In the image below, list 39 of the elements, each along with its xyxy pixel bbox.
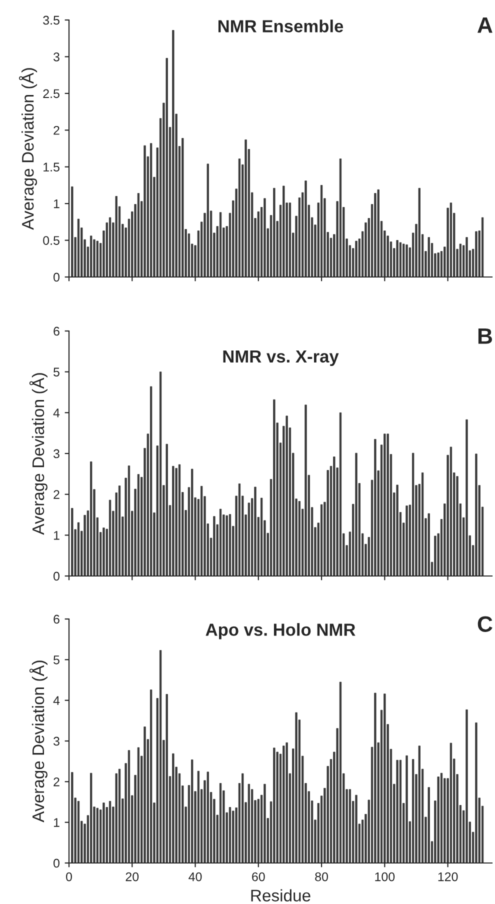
y-tick-label: 4 — [53, 696, 60, 705]
x-tick-label: 0 — [66, 872, 72, 882]
y-tick-label: 6 — [54, 614, 60, 624]
y-axis-title: Average Deviation (Å) — [29, 373, 48, 535]
x-tick-label: 60 — [252, 872, 265, 882]
x-tick-label: 20 — [126, 872, 139, 882]
annotation: C — [478, 616, 492, 632]
y-tick-label: 2 — [54, 490, 60, 499]
y-tick-label: 0 — [54, 572, 60, 581]
y-tick-label: 1 — [54, 818, 60, 827]
y-tick-label: 4 — [53, 408, 60, 418]
y-tick-label: 3 — [54, 52, 60, 62]
y-tick-label: 1 — [54, 531, 60, 540]
x-tick-label: 40 — [188, 872, 202, 882]
y-tick-label: 2 — [54, 777, 60, 786]
y-tick-label: 1 — [54, 200, 60, 208]
chart-title: Apo vs. Holo NMR — [206, 623, 356, 640]
annotation: A — [478, 17, 492, 33]
y-tick-label: 5 — [54, 368, 60, 376]
y-tick-label: 3 — [54, 449, 60, 458]
y-tick-label: 1.5 — [44, 162, 60, 172]
y-tick-label: 3.5 — [43, 16, 60, 25]
y-tick-label: 0.5 — [43, 236, 60, 245]
y-axis-title: Average Deviation (Å) — [18, 68, 38, 230]
annotation: B — [478, 328, 492, 344]
x-tick-label: 100 — [375, 872, 395, 882]
y-tick-label: 2.5 — [43, 89, 60, 98]
y-tick-label: 5 — [54, 656, 60, 664]
y-tick-label: 3 — [54, 736, 60, 746]
x-axis-title: Residue — [251, 889, 310, 902]
y-tick-label: 0 — [54, 858, 60, 868]
y-tick-label: 0 — [54, 272, 60, 282]
chart-title: NMR Ensemble — [218, 20, 344, 32]
y-tick-label: 6 — [54, 326, 60, 336]
y-tick-label: 2 — [54, 126, 60, 135]
x-tick-label: 80 — [315, 872, 328, 882]
text: NMR vs. X-ray — [223, 350, 339, 366]
x-tick-label: 120 — [438, 872, 458, 882]
y-axis-title: Average Deviation (Å) — [29, 660, 48, 822]
